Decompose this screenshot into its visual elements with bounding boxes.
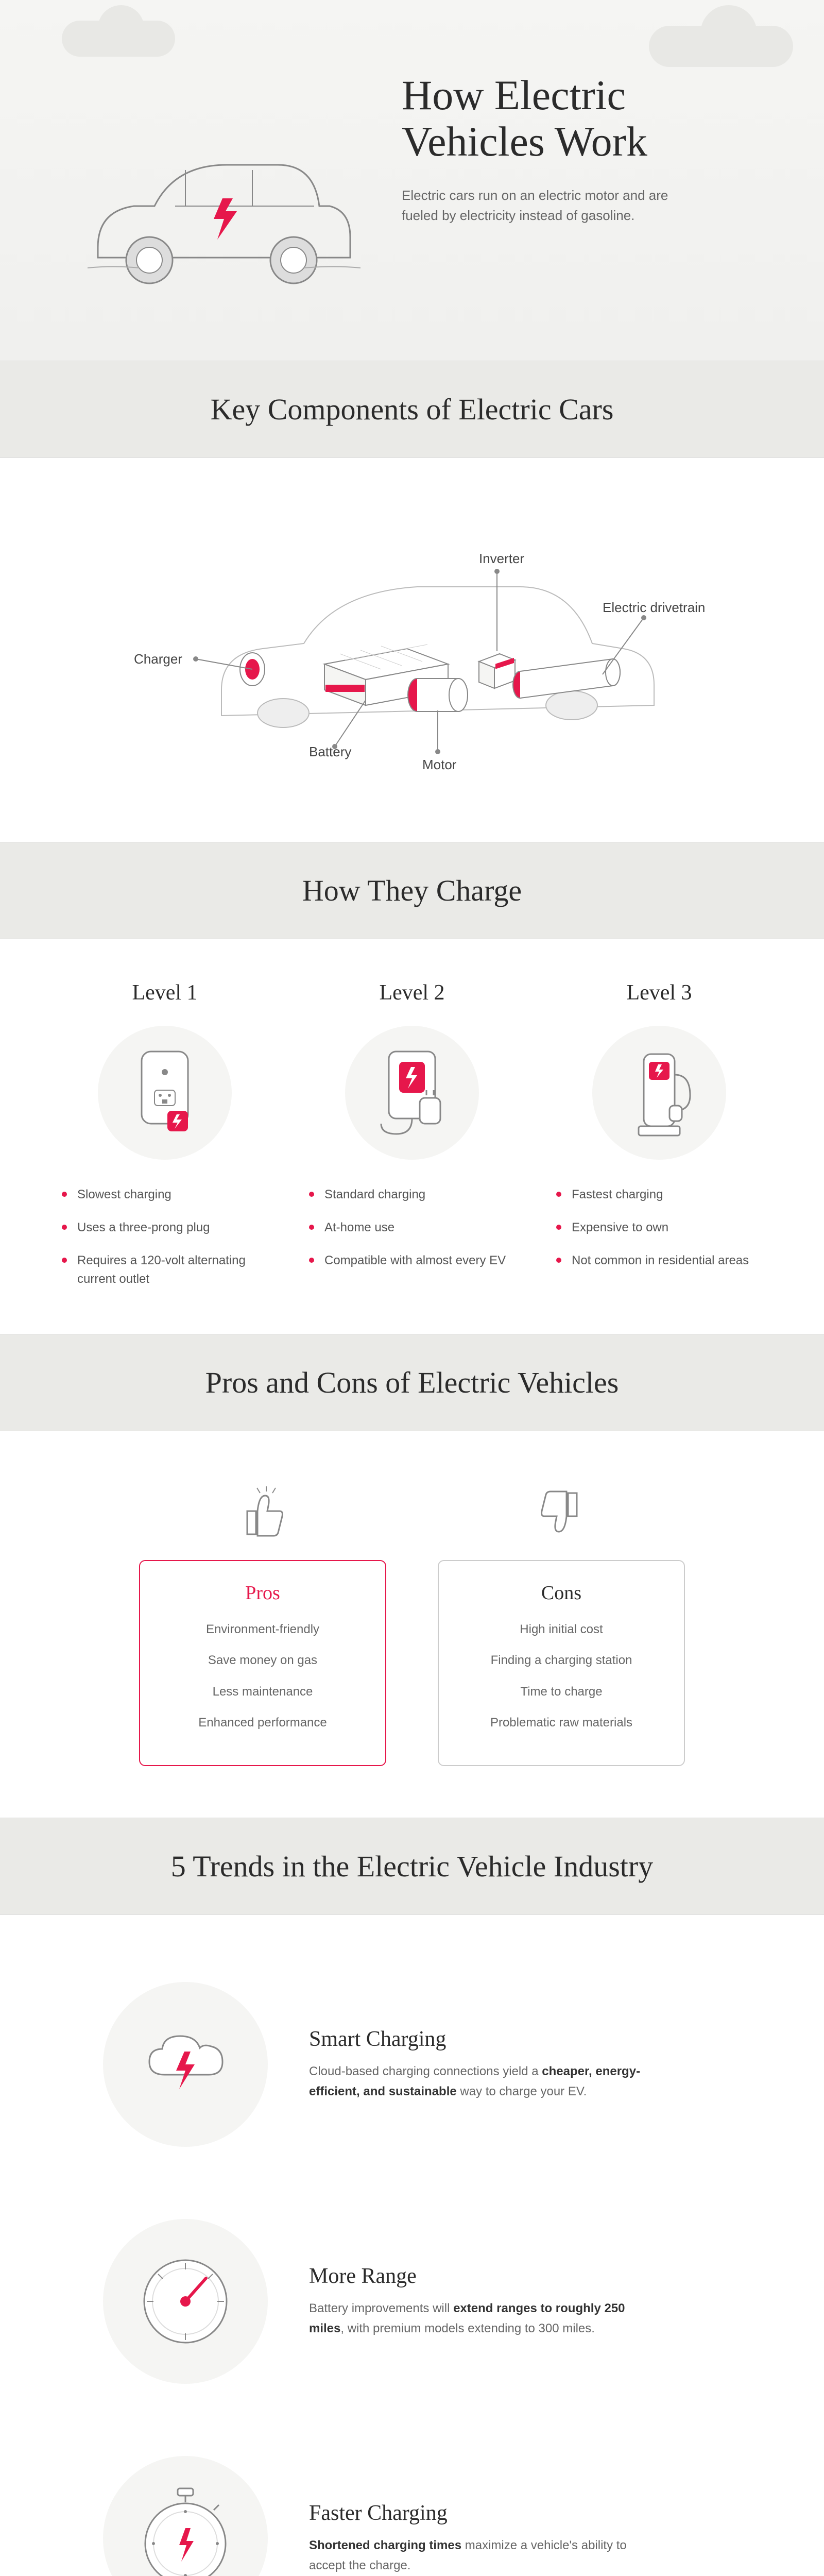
trend-title: More Range: [309, 2264, 721, 2289]
label-drivetrain: Electric drivetrain: [603, 600, 705, 616]
level3-bullets: Fastest charging Expensive to own Not co…: [546, 1185, 772, 1270]
trend-desc: Battery improvements will extend ranges …: [309, 2299, 659, 2338]
pros-box: Pros Environment-friendly Save money on …: [139, 1560, 386, 1766]
trend-desc: Cloud-based charging connections yield a…: [309, 2062, 659, 2102]
proscons-row: Pros Environment-friendly Save money on …: [0, 1431, 824, 1818]
charging-level-1: Level 1 Slowest charging Uses a three-pr…: [52, 980, 278, 1303]
trend-desc: Shortened charging times maximize a vehi…: [309, 2536, 659, 2575]
cons-item: Finding a charging station: [454, 1651, 668, 1670]
label-battery: Battery: [309, 744, 351, 760]
cons-column: Cons High initial cost Finding a chargin…: [438, 1483, 685, 1766]
level-title: Level 2: [299, 980, 525, 1005]
charging-level-3: Level 3 Fastest charging Expensive to ow…: [546, 980, 772, 1303]
components-diagram: Charger Battery Motor Inverter Electric …: [0, 458, 824, 842]
components-heading: Key Components of Electric Cars: [0, 392, 824, 427]
pros-column: Pros Environment-friendly Save money on …: [139, 1483, 386, 1766]
trend-title: Smart Charging: [309, 2027, 721, 2052]
cons-title: Cons: [454, 1582, 668, 1604]
section-header-proscons: Pros and Cons of Electric Vehicles: [0, 1334, 824, 1431]
bullet: Uses a three-prong plug: [62, 1218, 268, 1237]
bullet: Requires a 120-volt alternating current …: [62, 1251, 268, 1289]
label-inverter: Inverter: [479, 551, 524, 567]
level2-bullets: Standard charging At-home use Compatible…: [299, 1185, 525, 1270]
trends-list: Smart Charging Cloud-based charging conn…: [0, 1915, 824, 2576]
level2-icon: [345, 1026, 479, 1160]
bullet: Fastest charging: [556, 1185, 762, 1204]
bullet: At-home use: [309, 1218, 515, 1237]
trend-faster-charging: Faster Charging Shortened charging times…: [0, 2420, 824, 2576]
level1-bullets: Slowest charging Uses a three-prong plug…: [52, 1185, 278, 1289]
page-title: How Electric Vehicles Work: [402, 72, 752, 165]
cons-box: Cons High initial cost Finding a chargin…: [438, 1560, 685, 1766]
thumbs-up-icon: [139, 1483, 386, 1545]
bullet: Slowest charging: [62, 1185, 268, 1204]
charging-heading: How They Charge: [0, 873, 824, 908]
thumbs-down-icon: [438, 1483, 685, 1545]
stopwatch-icon: [103, 2456, 268, 2576]
bullet: Compatible with almost every EV: [309, 1251, 515, 1270]
proscons-heading: Pros and Cons of Electric Vehicles: [0, 1365, 824, 1400]
gauge-icon: [103, 2219, 268, 2384]
bullet: Expensive to own: [556, 1218, 762, 1237]
cloud-decoration: [62, 21, 175, 57]
section-header-components: Key Components of Electric Cars: [0, 361, 824, 458]
section-header-charging: How They Charge: [0, 842, 824, 939]
trend-more-range: More Range Battery improvements will ext…: [0, 2183, 824, 2420]
hero-car-illustration: [72, 52, 371, 294]
bullet: Not common in residential areas: [556, 1251, 762, 1270]
pros-item: Less maintenance: [156, 1682, 370, 1702]
hero-subtitle: Electric cars run on an electric motor a…: [402, 185, 670, 226]
label-charger: Charger: [134, 651, 182, 667]
pros-item: Save money on gas: [156, 1651, 370, 1670]
trends-heading: 5 Trends in the Electric Vehicle Industr…: [0, 1849, 824, 1884]
cons-item: Problematic raw materials: [454, 1713, 668, 1733]
pros-item: Enhanced performance: [156, 1713, 370, 1733]
bullet: Standard charging: [309, 1185, 515, 1204]
charging-levels-row: Level 1 Slowest charging Uses a three-pr…: [0, 939, 824, 1334]
pros-item: Environment-friendly: [156, 1620, 370, 1639]
cloud-bolt-icon: [103, 1982, 268, 2147]
pros-title: Pros: [156, 1582, 370, 1604]
trend-smart-charging: Smart Charging Cloud-based charging conn…: [0, 1946, 824, 2183]
section-header-trends: 5 Trends in the Electric Vehicle Industr…: [0, 1818, 824, 1915]
cloud-decoration: [649, 26, 793, 67]
cons-item: High initial cost: [454, 1620, 668, 1639]
level1-icon: [98, 1026, 232, 1160]
level3-icon: [592, 1026, 726, 1160]
cons-item: Time to charge: [454, 1682, 668, 1702]
level-title: Level 1: [52, 980, 278, 1005]
label-motor: Motor: [422, 757, 456, 773]
level-title: Level 3: [546, 980, 772, 1005]
charging-level-2: Level 2 Standard charging At-home use Co…: [299, 980, 525, 1303]
hero-section: How Electric Vehicles Work Electric cars…: [0, 0, 824, 361]
trend-title: Faster Charging: [309, 2501, 721, 2526]
